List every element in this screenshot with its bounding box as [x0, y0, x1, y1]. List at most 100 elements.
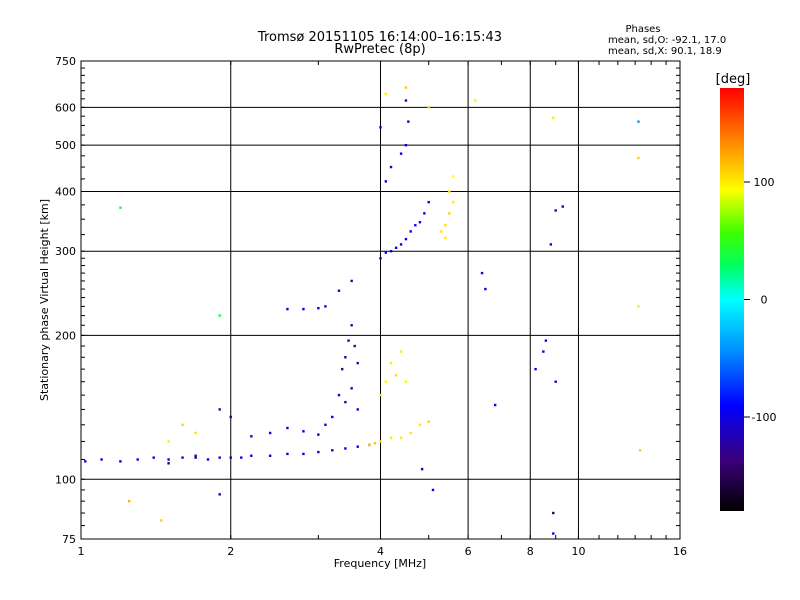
data-point: [379, 126, 382, 129]
data-point: [136, 458, 139, 461]
data-point: [404, 86, 408, 89]
data-point: [84, 460, 87, 463]
axis-ticks: 1 2 4 6 8 10 16 75 100 200 300 400 500 600 750: [55, 55, 687, 558]
x-tick-label: 16: [673, 545, 687, 558]
data-point: [552, 532, 555, 535]
data-point: [167, 462, 170, 465]
data-point: [373, 441, 377, 445]
data-point: [480, 271, 484, 275]
data-point: [344, 400, 347, 404]
y-tick-label: 75: [62, 533, 76, 546]
data-point: [399, 152, 403, 155]
data-point: [268, 454, 272, 457]
data-point: [448, 190, 451, 193]
data-point: [379, 440, 382, 443]
data-point: [347, 339, 350, 342]
data-point: [384, 92, 388, 96]
data-point: [340, 367, 344, 371]
data-point: [394, 246, 398, 249]
data-points: [84, 86, 642, 535]
data-point: [119, 206, 122, 209]
plot-grid: [81, 61, 680, 539]
data-point: [229, 456, 232, 459]
phase-mean-o: mean, sd,O: -92.1, 17.0: [608, 35, 726, 46]
x-tick-label: 10: [571, 545, 585, 558]
x-tick-label: 4: [377, 545, 384, 558]
data-point: [317, 433, 320, 436]
data-point: [404, 99, 408, 102]
data-point: [444, 224, 447, 227]
colorbar-ticks: 100 0 -100: [744, 176, 776, 424]
data-point: [552, 511, 555, 515]
data-point: [399, 350, 403, 353]
data-point: [344, 356, 347, 359]
data-point: [542, 350, 545, 353]
data-point: [394, 374, 398, 377]
data-point: [418, 423, 422, 427]
data-point: [440, 230, 443, 233]
y-tick-label: 200: [55, 329, 76, 342]
data-point: [324, 305, 327, 308]
data-point: [229, 415, 232, 419]
data-point: [128, 499, 131, 503]
data-point: [407, 120, 410, 123]
data-point: [181, 456, 184, 459]
data-point: [427, 106, 430, 109]
data-point: [423, 212, 426, 215]
data-point: [167, 458, 170, 461]
data-point: [286, 426, 289, 430]
data-point: [554, 380, 557, 383]
data-point: [194, 456, 197, 459]
data-point: [250, 435, 253, 438]
data-point: [350, 387, 353, 390]
x-axis-label: Frequency [MHz]: [334, 557, 426, 570]
data-point: [389, 361, 393, 365]
data-point: [167, 440, 170, 443]
data-point: [444, 236, 447, 240]
data-point: [409, 230, 412, 233]
data-point: [250, 454, 253, 457]
data-point: [337, 393, 341, 397]
data-point: [420, 467, 424, 471]
data-point: [389, 250, 393, 253]
data-point: [399, 436, 403, 440]
data-point: [331, 449, 334, 452]
x-tick-label: 6: [465, 545, 472, 558]
data-point: [100, 458, 103, 461]
colorbar: [720, 88, 744, 511]
data-point: [302, 430, 305, 433]
data-point: [637, 120, 640, 123]
data-point: [368, 443, 371, 447]
chart-subtitle: RwPretec (8p): [334, 42, 425, 57]
data-point: [404, 380, 408, 383]
data-point: [484, 287, 487, 291]
data-point: [119, 460, 122, 463]
data-point: [552, 116, 555, 120]
data-point: [637, 156, 640, 160]
data-point: [181, 423, 184, 427]
data-point: [218, 314, 221, 317]
data-point: [353, 344, 356, 348]
chart-title: Tromsø 20151105 16:14:00–16:15:43: [257, 30, 502, 45]
data-point: [240, 456, 243, 459]
data-point: [451, 200, 455, 204]
data-point: [379, 393, 382, 397]
data-point: [418, 221, 422, 224]
data-point: [160, 519, 163, 522]
data-point: [414, 224, 417, 227]
data-point: [286, 452, 289, 456]
data-point: [337, 289, 341, 292]
data-point: [268, 431, 272, 435]
data-point: [427, 200, 430, 204]
colorbar-label: [deg]: [716, 72, 751, 87]
data-point: [404, 237, 408, 241]
data-point: [554, 209, 557, 212]
data-point: [638, 449, 642, 452]
data-point: [473, 99, 477, 102]
data-point: [324, 423, 327, 427]
data-point: [356, 408, 359, 411]
data-point: [384, 380, 388, 383]
data-point: [350, 324, 353, 327]
data-point: [302, 307, 305, 311]
